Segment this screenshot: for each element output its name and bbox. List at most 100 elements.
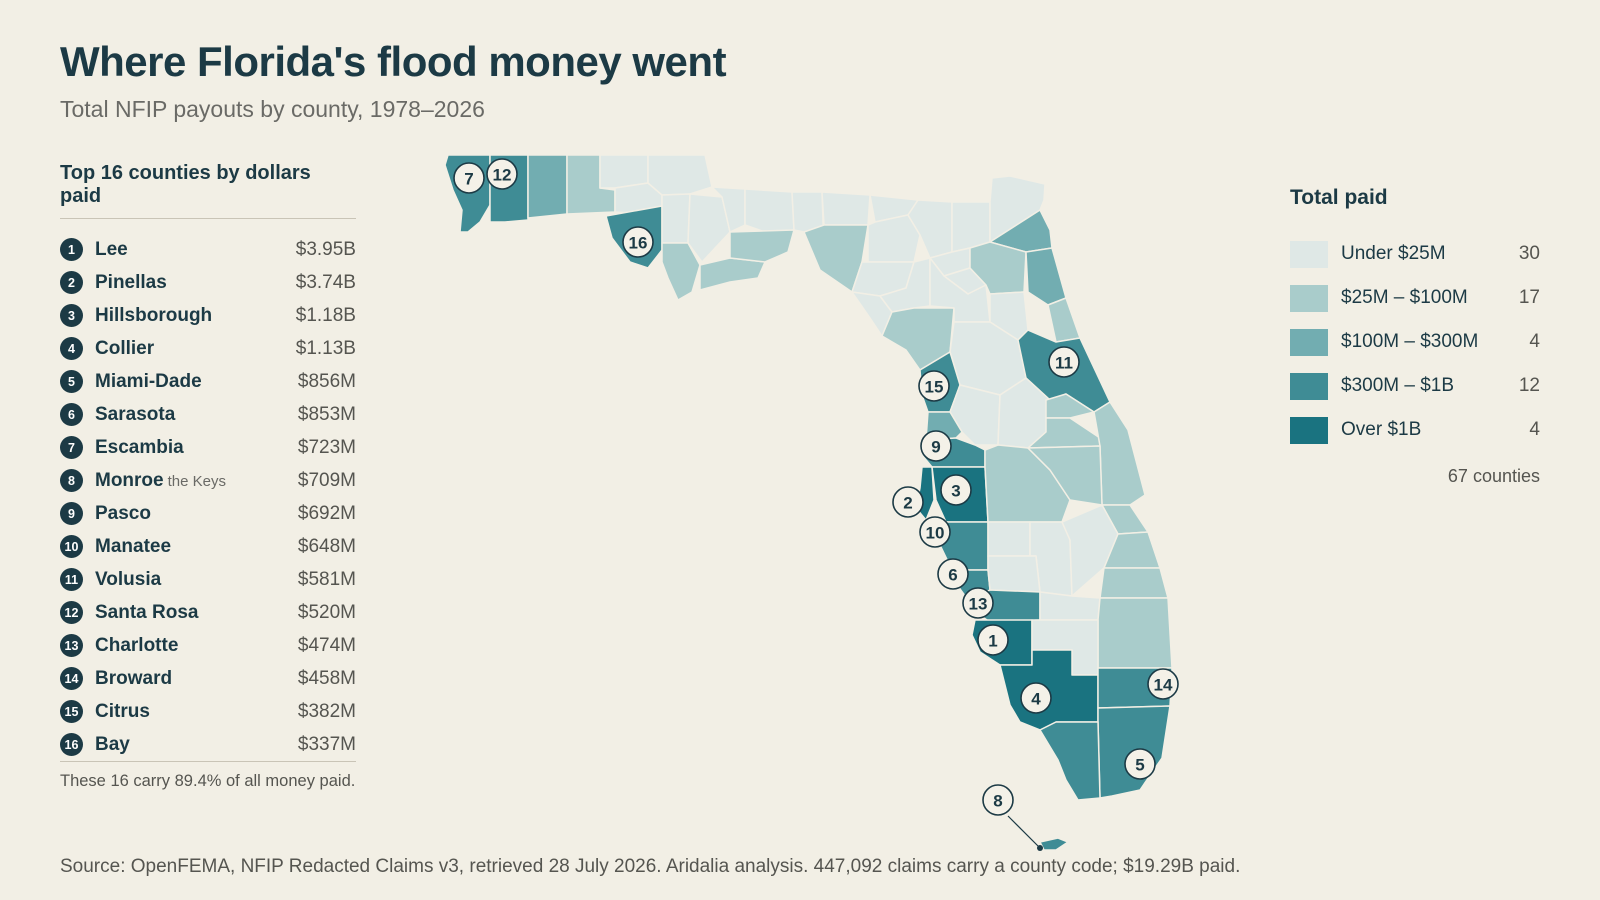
ranking-row: 9 Pasco $692M <box>60 497 356 530</box>
county-shapes <box>444 154 1173 851</box>
county-osceola <box>1027 445 1103 506</box>
rank-badge: 11 <box>60 568 83 591</box>
legend-count: 12 <box>1518 375 1540 396</box>
county-value: $458M <box>297 667 356 689</box>
callout-9: 9 <box>920 430 952 462</box>
county-seminole <box>1045 393 1095 419</box>
ranking-row: 13 Charlotte $474M <box>60 629 356 662</box>
county-value: $853M <box>297 403 356 425</box>
callout-4: 4 <box>1020 682 1052 714</box>
rank-badge: 10 <box>60 535 83 558</box>
county-madison <box>821 191 871 226</box>
callout-3: 3 <box>940 474 972 506</box>
rank-badge: 1 <box>60 238 83 261</box>
svg-text:4: 4 <box>1031 690 1041 709</box>
svg-text:14: 14 <box>1154 676 1173 695</box>
county-monroe-mainland <box>1039 721 1101 801</box>
county-franklin <box>699 257 766 291</box>
rank-badge: 5 <box>60 370 83 393</box>
legend-count: 17 <box>1518 287 1540 308</box>
legend-item: Over $1B 4 <box>1290 408 1540 452</box>
county-name: Charlotte <box>95 634 179 656</box>
county-name: Miami-Dade <box>95 370 202 392</box>
county-leon <box>744 188 795 233</box>
legend-count: 4 <box>1529 331 1540 352</box>
county-name: Hillsborough <box>95 304 213 326</box>
svg-text:16: 16 <box>629 234 648 253</box>
legend-item: Under $25M 30 <box>1290 232 1540 276</box>
keys-marker <box>1037 845 1043 851</box>
callout-15: 15 <box>918 370 950 402</box>
county-name: Manatee <box>95 535 172 557</box>
county-value: $581M <box>297 568 356 590</box>
county-name: Monroe the Keys <box>95 469 226 491</box>
svg-text:6: 6 <box>948 566 957 585</box>
county-name: Lee <box>95 238 128 260</box>
svg-text:3: 3 <box>951 482 960 501</box>
ranking-panel: Top 16 counties by dollars paid 1 Lee $3.9… <box>60 162 356 791</box>
rank-badge: 7 <box>60 436 83 459</box>
county-jackson <box>647 154 713 196</box>
ranking-row: 2 Pinellas $3.74B <box>60 266 356 299</box>
rank-badge: 13 <box>60 634 83 657</box>
legend-item: $300M – $1B 12 <box>1290 364 1540 408</box>
svg-text:1: 1 <box>988 632 997 651</box>
county-palm-beach <box>1097 597 1173 669</box>
county-name: Collier <box>95 337 155 359</box>
map-legend: Total paid Under $25M 30 $25M – $100M 17 $… <box>1290 186 1540 487</box>
county-hardee <box>987 521 1031 557</box>
county-name: Escambia <box>95 436 184 458</box>
county-value: $337M <box>297 733 356 755</box>
callout-7: 7 <box>453 162 485 194</box>
county-name: Bay <box>95 733 130 755</box>
callout-8: 8 <box>982 784 1014 816</box>
rank-badge: 16 <box>60 733 83 756</box>
county-name: Citrus <box>95 700 150 722</box>
callout-12: 12 <box>486 158 518 190</box>
ranking-row: 15 Citrus $382M <box>60 695 356 728</box>
page-title: Where Florida's flood money went <box>60 38 727 85</box>
county-value: $648M <box>297 535 356 557</box>
county-value: $3.74B <box>295 271 356 293</box>
svg-text:12: 12 <box>493 166 512 185</box>
callout-16: 16 <box>622 226 654 258</box>
svg-text:15: 15 <box>925 378 944 397</box>
legend-count: 4 <box>1529 419 1540 440</box>
county-value: $3.95B <box>295 238 356 260</box>
page-subtitle: Total NFIP payouts by county, 1978–2026 <box>60 96 485 122</box>
county-gadsden <box>711 186 746 233</box>
ranking-row: 7 Escambia $723M <box>60 431 356 464</box>
rank-badge: 14 <box>60 667 83 690</box>
svg-text:5: 5 <box>1135 756 1144 775</box>
county-name: Santa Rosa <box>95 601 199 623</box>
svg-text:8: 8 <box>993 792 1002 811</box>
ranking-row: 1 Lee $3.95B <box>60 233 356 266</box>
callout-2: 2 <box>892 486 924 518</box>
ranking-row: 5 Miami-Dade $856M <box>60 365 356 398</box>
rank-badge: 15 <box>60 700 83 723</box>
county-value: $692M <box>297 502 356 524</box>
ranking-heading: Top 16 counties by dollars paid <box>60 162 356 219</box>
county-name: Pasco <box>95 502 151 524</box>
ranking-row: 4 Collier $1.13B <box>60 332 356 365</box>
ranking-row: 6 Sarasota $853M <box>60 398 356 431</box>
legend-item: $100M – $300M 4 <box>1290 320 1540 364</box>
legend-swatch <box>1290 240 1328 268</box>
legend-label: $300M – $1B <box>1341 375 1455 396</box>
county-name: Pinellas <box>95 271 167 293</box>
rank-badge: 3 <box>60 304 83 327</box>
callout-6: 6 <box>937 558 969 590</box>
callout-1: 1 <box>977 624 1009 656</box>
legend-label: $100M – $300M <box>1341 331 1479 352</box>
rank-badge: 4 <box>60 337 83 360</box>
legend-title: Total paid <box>1290 186 1388 209</box>
callout-10: 10 <box>919 516 951 548</box>
county-desoto <box>987 555 1041 593</box>
svg-text:2: 2 <box>903 494 912 513</box>
ranking-row: 8 Monroe the Keys $709M <box>60 464 356 497</box>
county-name: Broward <box>95 667 173 689</box>
county-value: $1.13B <box>295 337 356 359</box>
county-name: Sarasota <box>95 403 176 425</box>
legend-swatch <box>1290 372 1328 400</box>
legend-label: Under $25M <box>1341 243 1446 264</box>
